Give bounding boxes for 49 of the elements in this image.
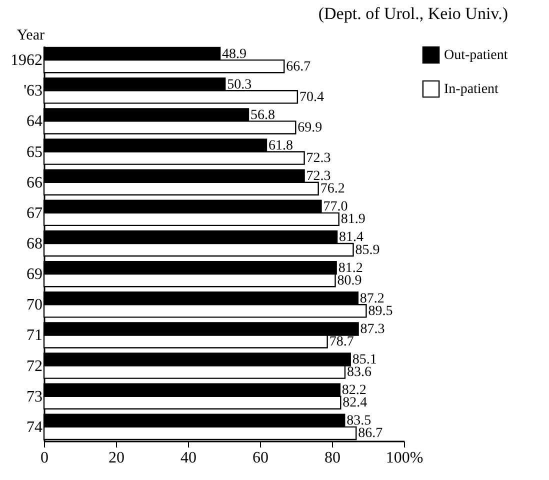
data-label: 56.8 (250, 108, 275, 123)
data-label: 85.1 (352, 352, 377, 368)
y-tick-label: 70 (26, 296, 42, 314)
y-tick-label: 1962 (10, 52, 42, 70)
data-label: 76.2 (320, 182, 345, 197)
y-tick-label: 65 (26, 144, 42, 161)
data-label: 89.5 (368, 304, 393, 319)
x-tick-label: 60 (252, 450, 268, 466)
data-label: 72.3 (306, 169, 331, 184)
y-tick-label: 72 (26, 358, 42, 375)
y-tick-label: 73 (26, 388, 42, 406)
legend-label: In-patient (444, 82, 499, 97)
data-label: 86.7 (358, 426, 383, 442)
data-label: 66.7 (286, 59, 311, 74)
data-label: 77.0 (323, 200, 348, 215)
data-label: 48.9 (222, 46, 247, 62)
data-label: 61.8 (268, 138, 293, 154)
chart-title: (Dept. of Urol., Keio Univ.) (318, 4, 508, 23)
data-label: 87.2 (360, 291, 384, 306)
data-label: 70.4 (299, 90, 324, 105)
data-label: 85.9 (355, 242, 380, 258)
data-label: 78.7 (329, 334, 354, 350)
y-axis-title: Year (16, 28, 44, 44)
data-label: 72.3 (306, 151, 331, 166)
x-tick-label: 80 (324, 450, 340, 466)
y-tick-label: 64 (26, 113, 42, 130)
data-label: 83.5 (346, 414, 372, 429)
x-tick-label: 100% (386, 450, 424, 466)
data-label: 87.3 (360, 322, 385, 337)
x-tick-label: 40 (180, 450, 196, 466)
y-tick-label: 68 (26, 236, 42, 252)
data-label: 82.4 (342, 396, 368, 411)
x-tick-label: 0 (40, 450, 48, 466)
data-label: 50.3 (227, 77, 252, 92)
data-label: 81.9 (340, 212, 366, 228)
data-label: 83.6 (346, 365, 372, 380)
y-tick-label: '63 (24, 82, 42, 100)
y-tick-label: 69 (26, 266, 42, 284)
data-label: 81.2 (338, 260, 363, 276)
data-label: 69.9 (298, 120, 322, 136)
y-tick-label: 67 (26, 204, 42, 222)
data-label: 82.2 (342, 383, 366, 398)
y-tick-label: 74 (26, 418, 42, 436)
data-label: 80.9 (337, 273, 362, 288)
y-tick-label: 66 (26, 174, 42, 192)
data-label: 81.4 (339, 230, 364, 246)
legend-label: Out-patient (444, 48, 508, 63)
x-tick-label: 20 (108, 450, 124, 466)
y-tick-label: 71 (26, 327, 42, 344)
